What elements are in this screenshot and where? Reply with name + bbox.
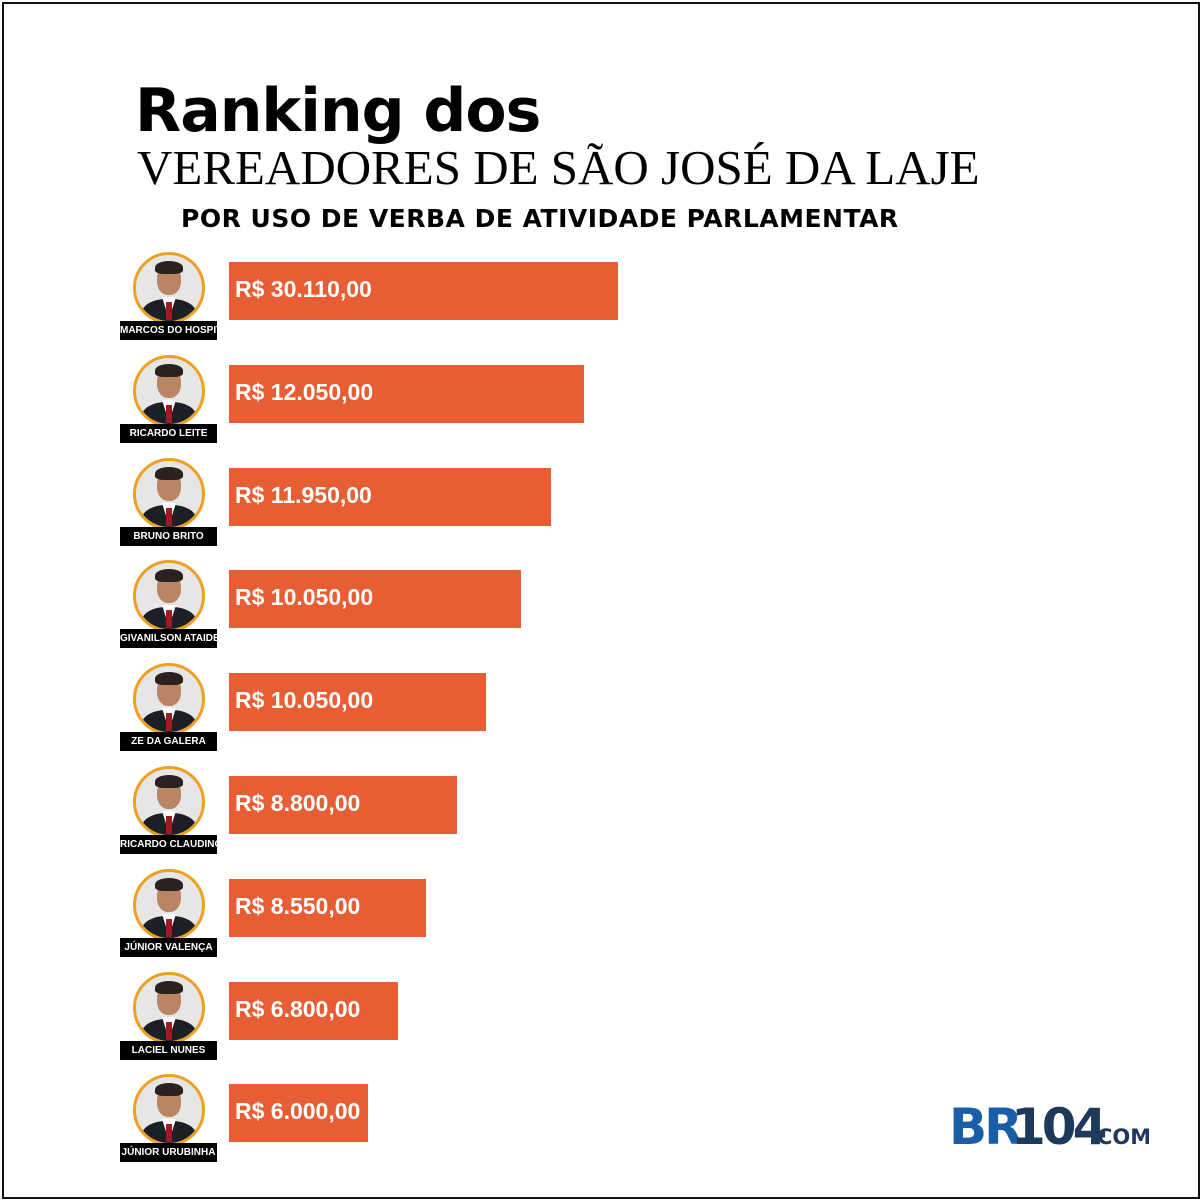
bar-value-label: R$ 6.000,00	[235, 1098, 361, 1124]
logo-br-text: BR	[949, 1098, 1022, 1152]
councillor-name-tag: JÚNIOR URUBINHA	[120, 1143, 217, 1162]
bar-value-label: R$ 30.110,00	[235, 276, 372, 302]
councillor-name-tag: MARCOS DO HOSPITAL	[120, 321, 235, 340]
bar-8	[229, 982, 398, 1040]
bar-value-label: R$ 12.050,00	[235, 379, 374, 405]
councillor-name-tag: RICARDO CLAUDINO	[120, 835, 222, 854]
councillor-photo	[133, 252, 205, 324]
bar-value-label: R$ 10.050,00	[235, 687, 374, 713]
bar-5	[229, 673, 486, 731]
bar-3	[229, 468, 551, 526]
councillor-photo	[133, 972, 205, 1044]
chart-subtitle: POR USO DE VERBA DE ATIVIDADE PARLAMENTA…	[181, 204, 899, 233]
councillor-photo	[133, 355, 205, 427]
chart-title-line-1: Ranking dos	[135, 76, 541, 146]
councillor-photo	[133, 560, 205, 632]
councillor-name-tag: BRUNO BRITO	[120, 527, 217, 546]
councillor-photo	[133, 766, 205, 838]
br104-logo: BR 104 .COM	[949, 1098, 1149, 1152]
bar-9	[229, 1084, 368, 1142]
bar-2	[229, 365, 584, 423]
councillor-name-tag: LACIEL NUNES	[120, 1041, 217, 1060]
councillor-photo	[133, 869, 205, 941]
councillor-name-tag: RICARDO LEITE	[120, 424, 217, 443]
bar-value-label: R$ 6.800,00	[235, 996, 361, 1022]
bar-value-label: R$ 8.800,00	[235, 790, 361, 816]
bar-4	[229, 570, 521, 628]
councillor-name-tag: ZE DA GALERA	[120, 732, 217, 751]
chart-title-line-2: VEREADORES DE SÃO JOSÉ DA LAJE	[137, 140, 980, 195]
councillor-name-tag: GIVANILSON ATAIDE	[120, 629, 220, 648]
logo-number-text: 104	[1011, 1098, 1106, 1152]
councillor-name-tag: JÚNIOR VALENÇA	[120, 938, 217, 957]
bar-value-label: R$ 10.050,00	[235, 584, 374, 610]
councillor-photo	[133, 663, 205, 735]
bar-value-label: R$ 11.950,00	[235, 482, 372, 508]
bar-1	[229, 262, 618, 320]
councillor-photo	[133, 1074, 205, 1146]
bar-value-label: R$ 8.550,00	[235, 893, 361, 919]
councillor-photo	[133, 458, 205, 530]
bar-7	[229, 879, 426, 937]
bar-6	[229, 776, 457, 834]
logo-dotcom-text: .COM	[1089, 1125, 1149, 1149]
